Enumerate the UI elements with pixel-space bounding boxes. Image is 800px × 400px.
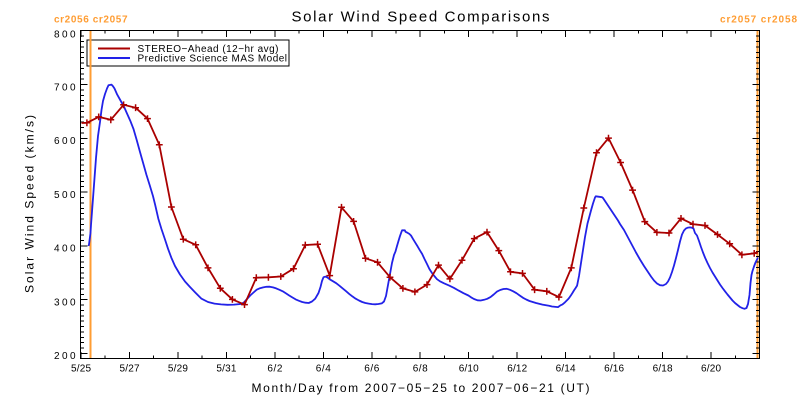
svg-text:6/12: 6/12 bbox=[507, 364, 527, 375]
svg-text:400: 400 bbox=[54, 244, 76, 255]
svg-text:6/10: 6/10 bbox=[459, 364, 479, 375]
svg-text:STEREO−Ahead (12−hr avg): STEREO−Ahead (12−hr avg) bbox=[138, 44, 279, 55]
svg-text:Month/Day from 2007−05−25 to 2: Month/Day from 2007−05−25 to 2007−06−21 … bbox=[252, 381, 590, 395]
svg-text:6/14: 6/14 bbox=[556, 364, 576, 375]
svg-text:Solar Wind Speed (km/s): Solar Wind Speed (km/s) bbox=[23, 115, 37, 293]
svg-text:300: 300 bbox=[54, 297, 76, 308]
svg-text:800: 800 bbox=[54, 30, 76, 41]
svg-text:6/4: 6/4 bbox=[316, 364, 331, 375]
svg-text:5/25: 5/25 bbox=[71, 364, 91, 375]
svg-text:6/2: 6/2 bbox=[267, 364, 282, 375]
svg-text:cr2057 cr2058: cr2057 cr2058 bbox=[720, 15, 797, 26]
svg-text:6/6: 6/6 bbox=[364, 364, 379, 375]
svg-text:6/8: 6/8 bbox=[413, 364, 428, 375]
svg-text:500: 500 bbox=[54, 190, 76, 201]
svg-text:600: 600 bbox=[54, 136, 76, 147]
svg-text:5/31: 5/31 bbox=[216, 364, 236, 375]
svg-text:5/27: 5/27 bbox=[120, 364, 140, 375]
svg-text:5/29: 5/29 bbox=[168, 364, 188, 375]
svg-text:Predictive Science MAS Model: Predictive Science MAS Model bbox=[138, 53, 288, 64]
svg-text:6/18: 6/18 bbox=[653, 364, 673, 375]
svg-text:6/16: 6/16 bbox=[604, 364, 624, 375]
svg-text:700: 700 bbox=[54, 82, 76, 93]
svg-text:200: 200 bbox=[54, 351, 76, 362]
svg-text:6/20: 6/20 bbox=[701, 364, 721, 375]
svg-text:cr2056 cr2057: cr2056 cr2057 bbox=[54, 15, 128, 26]
svg-text:Solar Wind Speed Comparisons: Solar Wind Speed Comparisons bbox=[292, 9, 550, 26]
